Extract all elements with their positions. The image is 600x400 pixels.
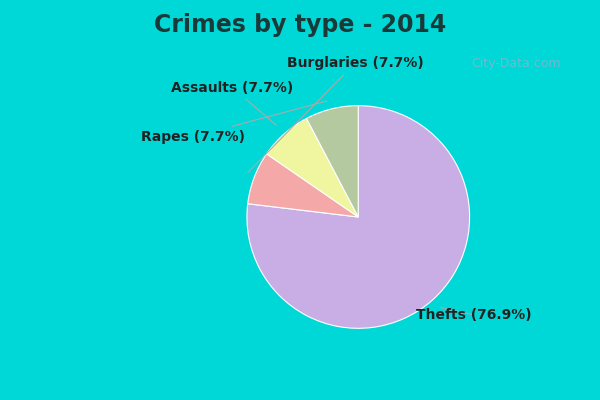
Wedge shape — [266, 118, 358, 217]
Text: Rapes (7.7%): Rapes (7.7%) — [141, 101, 327, 144]
Text: Assaults (7.7%): Assaults (7.7%) — [172, 81, 293, 125]
Text: Thefts (76.9%): Thefts (76.9%) — [416, 308, 532, 322]
Wedge shape — [307, 106, 358, 217]
Text: Crimes by type - 2014: Crimes by type - 2014 — [154, 13, 446, 37]
Wedge shape — [248, 154, 358, 217]
Wedge shape — [247, 106, 470, 328]
Text: City-Data.com: City-Data.com — [471, 58, 561, 70]
Text: Burglaries (7.7%): Burglaries (7.7%) — [248, 56, 424, 172]
